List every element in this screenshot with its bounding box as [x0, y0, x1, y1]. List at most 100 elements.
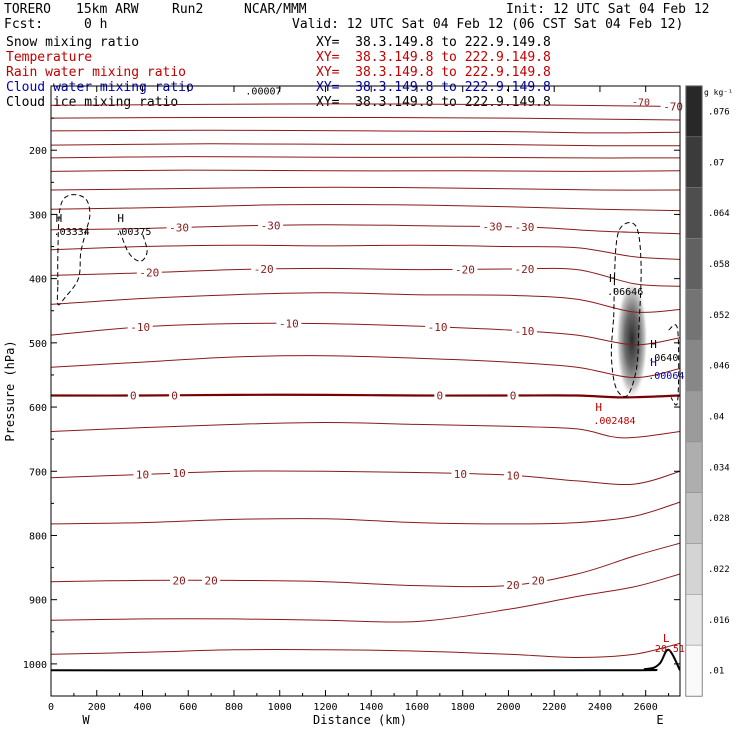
- colorbar-segment: [685, 187, 703, 239]
- temperature-label-bg: [504, 578, 523, 591]
- temperature-contour-label: -10: [515, 325, 535, 338]
- colorbar-tick-label: .052: [708, 311, 730, 321]
- field-xy-snow: XY= 38.3.149.8 to 222.9.149.8: [316, 35, 551, 50]
- temperature-contour-label: 10: [454, 468, 467, 481]
- contour-extra-label: -70: [632, 97, 650, 108]
- temperature-contour: [51, 224, 680, 235]
- temperature-contour-label: -30: [515, 221, 535, 234]
- x-tick-label: 1000: [268, 702, 292, 713]
- y-tick-label: 700: [29, 467, 47, 478]
- colorbar-tick-label: .04: [708, 412, 724, 422]
- temperature-contour-label: -10: [428, 321, 448, 334]
- temperature-contour: [51, 156, 680, 159]
- temperature-contour: [51, 244, 680, 260]
- temperature-contour: [51, 393, 680, 399]
- temperature-label-bg: [451, 467, 470, 480]
- low-marker: L: [663, 632, 670, 645]
- high-marker: H: [117, 212, 124, 225]
- colorbar-tick-label: .076: [708, 107, 730, 117]
- temperature-contour-label: -30: [261, 219, 281, 232]
- temperature-label-bg: [660, 100, 686, 113]
- temperature-contour: [51, 642, 680, 659]
- temperature-label-bg: [434, 389, 446, 402]
- cloud-ice-contour: [119, 230, 148, 262]
- y-tick-label: 200: [29, 146, 47, 157]
- temperature-label-bg: [170, 467, 189, 480]
- high-value-label: .00064: [648, 371, 684, 382]
- temperature-label-bg: [276, 317, 302, 330]
- temperature-label-bg: [127, 320, 153, 333]
- organization: NCAR/MMM: [244, 2, 307, 17]
- temperature-label-bg: [166, 221, 192, 234]
- colorbar-segment: [685, 543, 703, 595]
- temperature-contour: [51, 267, 680, 287]
- y-tick-label: 600: [29, 403, 47, 414]
- temperature-contour: [51, 542, 680, 588]
- temperature-contour: [51, 204, 680, 212]
- colorbar-tick-label: .07: [708, 158, 724, 168]
- temperature-contour-label: 0: [130, 389, 137, 402]
- temperature-label-bg: [511, 325, 537, 338]
- x-axis-west-label: W: [82, 713, 90, 727]
- temperature-label-bg: [511, 221, 537, 234]
- temperature-contour: [51, 169, 680, 172]
- colorbar-unit: g kg⁻¹: [704, 88, 733, 97]
- temperature-contour-label: 10: [136, 468, 149, 481]
- x-tick-label: 800: [225, 702, 243, 713]
- temperature-label-bg: [258, 219, 284, 232]
- contour-extra-label: .00007: [245, 86, 281, 97]
- plot-header: TORERO 15km ARW Run2 NCAR/MMM Init: 12 U…: [0, 0, 740, 112]
- high-value-label: .00375: [115, 227, 151, 238]
- high-marker: H: [650, 338, 657, 351]
- temperature-contour-label: 20: [532, 575, 545, 588]
- temperature-contour-label: 0: [437, 389, 444, 402]
- temperature-contour-label: 10: [172, 467, 185, 480]
- temperature-contour-label: -10: [279, 318, 299, 331]
- temperature-label-bg: [504, 469, 523, 482]
- temperature-label-bg: [136, 266, 162, 279]
- x-tick-label: 2000: [496, 702, 520, 713]
- init-time: Init: 12 UTC Sat 04 Feb 12: [506, 2, 710, 17]
- temperature-contour-label: -20: [515, 263, 535, 276]
- colorbar-tick-label: .058: [708, 260, 730, 270]
- colorbar-tick-label: .016: [708, 616, 730, 626]
- temperature-contour-label: -20: [139, 267, 159, 280]
- temperature-contour: [51, 322, 680, 346]
- high-marker: H: [609, 272, 616, 285]
- snow-mixing-ratio-shading: [615, 278, 648, 401]
- y-tick-label: 900: [29, 596, 47, 607]
- colorbar-tick-label: .01: [708, 667, 724, 677]
- temperature-contour: [51, 116, 680, 121]
- ground-surface: [51, 648, 680, 672]
- colorbar: .076 .07 .064 .058 .052 .046 .04 .034 .028 .022 .0…: [685, 85, 730, 697]
- colorbar-segment: [685, 594, 703, 646]
- temperature-contour-label: -10: [130, 321, 150, 334]
- cloud-ice-contour: [56, 194, 91, 306]
- high-value-label: .06646: [607, 287, 643, 298]
- colorbar-tick-label: .064: [708, 209, 730, 219]
- x-tick-label: 0: [48, 702, 54, 713]
- x-axis-label: Distance (km): [313, 713, 407, 727]
- temperature-contour: [51, 470, 680, 485]
- colorbar-tick-label: .046: [708, 362, 730, 372]
- x-tick-label: 600: [179, 702, 197, 713]
- y-tick-label: 1000: [23, 660, 47, 671]
- temperature-contour: [51, 292, 680, 313]
- x-tick-label: 400: [133, 702, 151, 713]
- temperature-contour: [51, 186, 680, 191]
- temperature-contour-label: 10: [506, 470, 519, 483]
- colorbar-segment: [685, 390, 703, 443]
- contour-layer: [51, 103, 680, 672]
- x-tick-label: 2200: [542, 702, 566, 713]
- y-tick-label: 800: [29, 531, 47, 542]
- temperature-contour: [51, 129, 680, 134]
- temperature-label-bg: [425, 321, 451, 334]
- temperature-label-bg: [127, 389, 139, 402]
- temperature-contour-label: 0: [171, 389, 178, 402]
- x-tick-label: 1400: [359, 702, 383, 713]
- temperature-contour: [51, 421, 680, 439]
- temperature-label-bg: [479, 220, 505, 233]
- temperature-label-bg: [133, 468, 152, 481]
- x-tick-label: 2600: [634, 702, 658, 713]
- temperature-label-bg: [251, 263, 277, 276]
